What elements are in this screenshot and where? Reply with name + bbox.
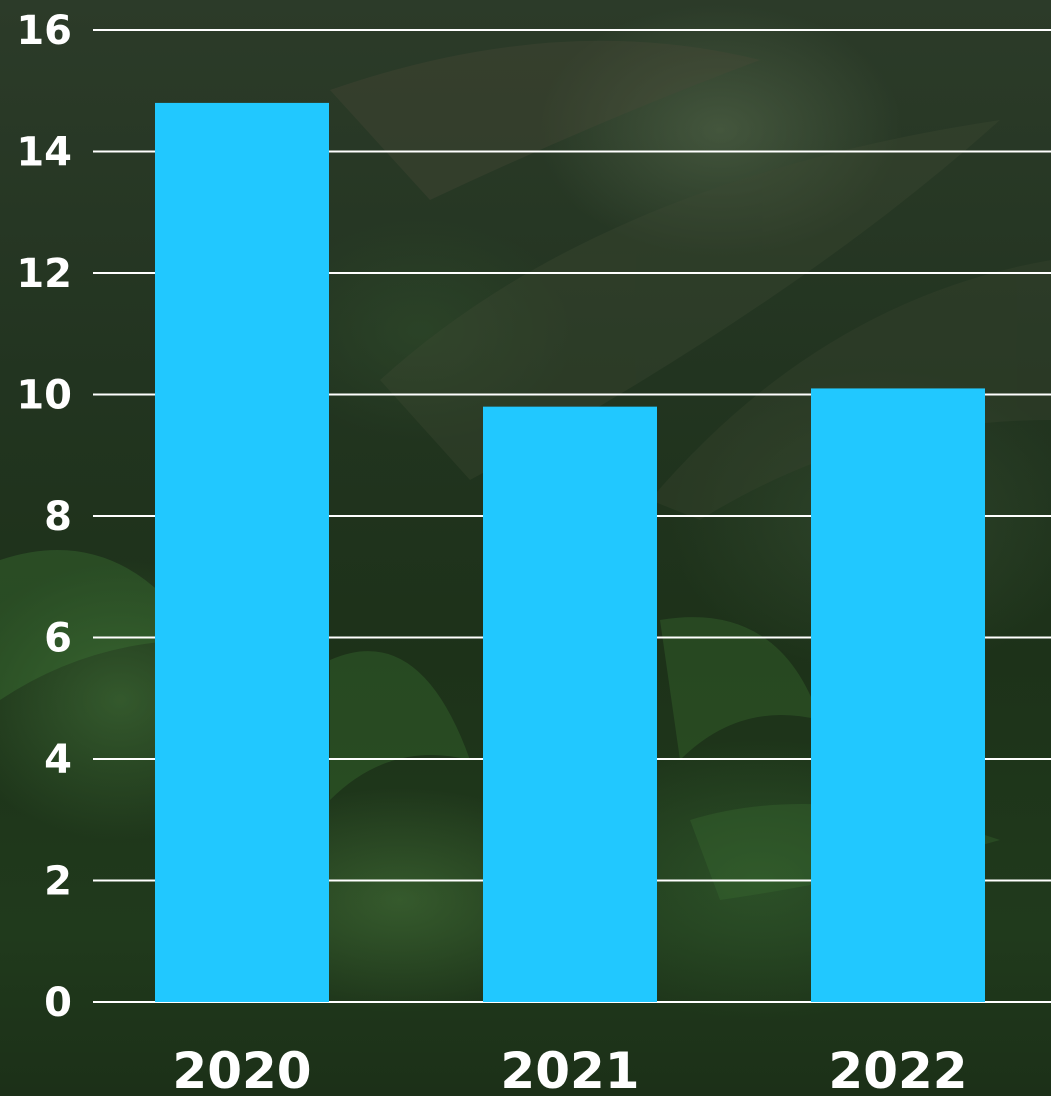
bar-2022 [811,388,985,1002]
y-tick-label: 6 [44,616,72,662]
x-category-label: 2020 [172,1042,311,1096]
x-category-label: 2022 [828,1042,967,1096]
y-tick-label: 8 [44,494,72,540]
y-tick-label: 0 [44,980,72,1026]
y-axis-tick-labels: 0 2 4 6 8 10 12 14 16 [16,8,72,1026]
bar-2020 [155,102,329,1002]
x-axis-category-labels: 2020 2021 2022 [172,1042,967,1096]
y-tick-label: 4 [44,737,72,783]
bar-2021 [483,406,657,1002]
y-tick-label: 10 [16,373,72,419]
x-category-label: 2021 [500,1042,639,1096]
y-tick-label: 2 [44,859,72,905]
y-tick-label: 16 [16,8,72,54]
y-tick-label: 14 [16,130,72,176]
bars [155,102,985,1002]
y-tick-label: 12 [16,251,72,297]
